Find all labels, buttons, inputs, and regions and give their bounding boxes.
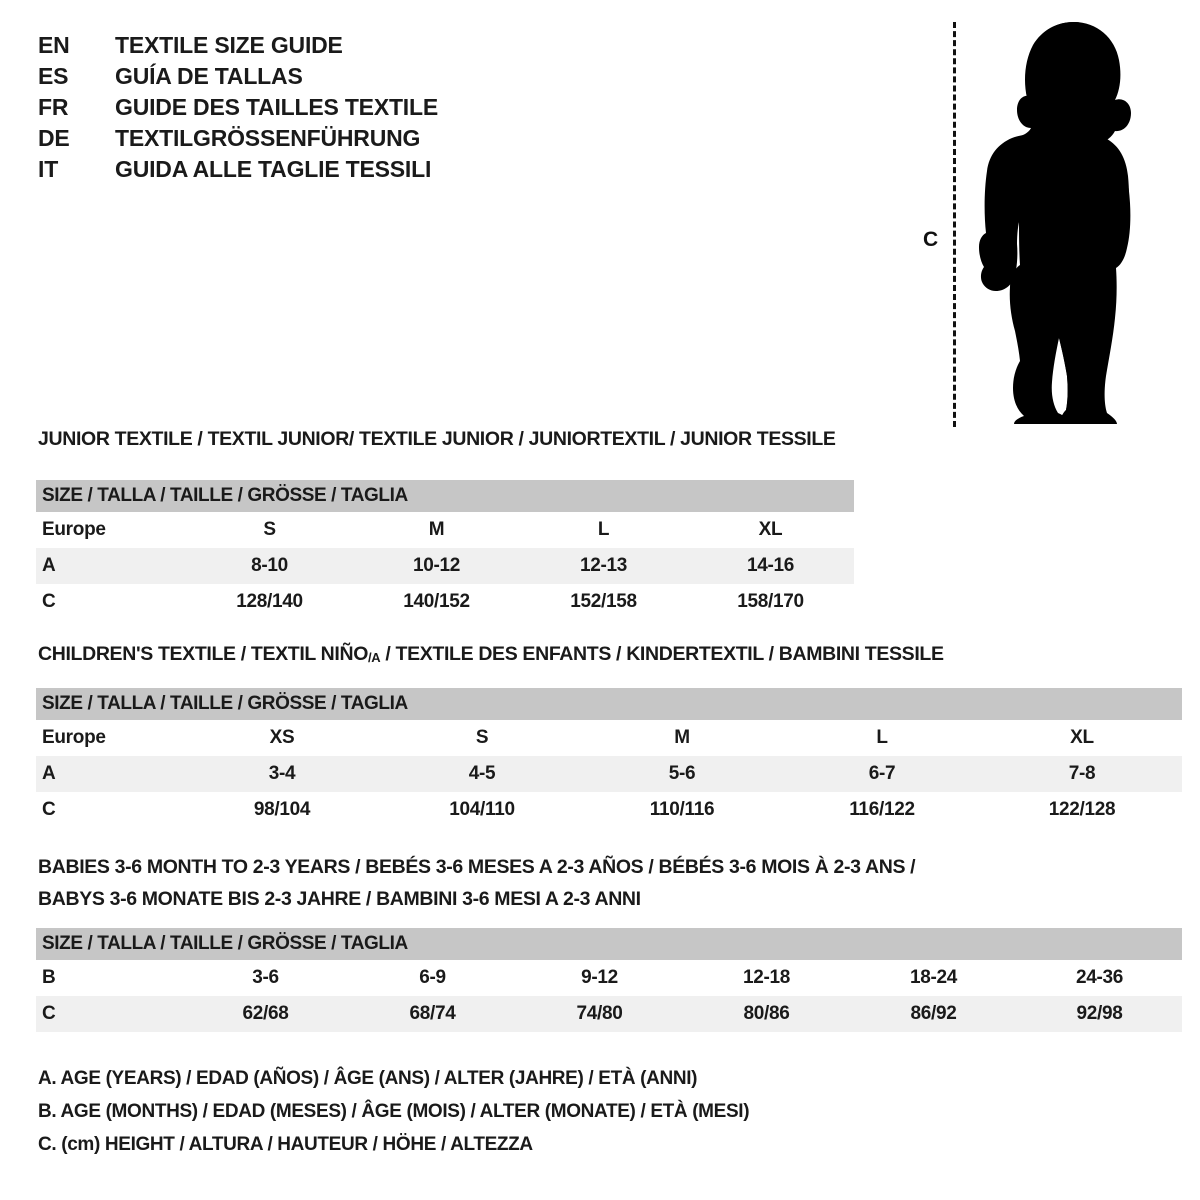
table-cell: 86/92: [850, 996, 1017, 1032]
table-row: C 62/68 68/74 74/80 80/86 86/92 92/98: [36, 996, 1183, 1032]
title-lang-code: EN: [38, 32, 70, 58]
table-cell: L: [520, 512, 687, 548]
table-cell: S: [382, 720, 582, 756]
table-cell: 104/110: [382, 792, 582, 828]
table-cell: 4-5: [382, 756, 582, 792]
table-cell: 9-12: [516, 960, 683, 996]
table-cell: 12-18: [683, 960, 850, 996]
child-silhouette-icon: [979, 22, 1131, 424]
title-text: TEXTILE SIZE GUIDE: [115, 32, 343, 58]
table-cell: 68/74: [349, 996, 516, 1032]
table-cell: XL: [687, 512, 855, 548]
table-row: Europe S M L XL: [36, 512, 855, 548]
table-row: Europe XS S M L XL: [36, 720, 1182, 756]
babies-size-table: SIZE / TALLA / TAILLE / GRÖSSE / TAGLIA …: [36, 928, 1183, 1032]
table-cell: 122/128: [982, 792, 1182, 828]
table-cell: 14-16: [687, 548, 855, 584]
junior-size-table: SIZE / TALLA / TAILLE / GRÖSSE / TAGLIA …: [36, 480, 855, 620]
legend-line-a: A. AGE (YEARS) / EDAD (AÑOS) / ÂGE (ANS)…: [38, 1068, 698, 1089]
table-cell: 6-9: [349, 960, 516, 996]
heading-part-1: CHILDREN'S TEXTILE / TEXTIL NIÑO: [38, 643, 369, 665]
title-lang-code: FR: [38, 94, 69, 120]
table-cell: 6-7: [782, 756, 982, 792]
table-row: B 3-6 6-9 9-12 12-18 18-24 24-36: [36, 960, 1183, 996]
table-cell: M: [353, 512, 520, 548]
heading-part-2: / TEXTILE DES ENFANTS / KINDERTEXTIL / B…: [380, 643, 944, 665]
row-label: Europe: [36, 512, 186, 548]
table-cell: L: [782, 720, 982, 756]
height-figure: C: [905, 12, 1190, 427]
title-text: TEXTILGRÖSSENFÜHRUNG: [115, 125, 421, 151]
table-cell: 62/68: [182, 996, 349, 1032]
section-heading-junior: JUNIOR TEXTILE / TEXTIL JUNIOR/ TEXTILE …: [38, 428, 836, 450]
row-label: C: [36, 584, 186, 620]
table-cell: 110/116: [582, 792, 782, 828]
height-dimension-line: [953, 22, 956, 427]
title-row-fr: FR GUIDE DES TAILLES TEXTILE: [38, 94, 598, 125]
table-cell: 8-10: [186, 548, 353, 584]
title-row-es: ES GUÍA DE TALLAS: [38, 63, 598, 94]
table-cell: 3-6: [182, 960, 349, 996]
legend-block: A. AGE (YEARS) / EDAD (AÑOS) / ÂGE (ANS)…: [38, 1068, 750, 1167]
title-row-it: IT GUIDA ALLE TAGLIE TESSILI: [38, 156, 598, 187]
table-cell: 24-36: [1017, 960, 1183, 996]
table-row: C 98/104 104/110 110/116 116/122 122/128: [36, 792, 1182, 828]
title-lang-code: DE: [38, 125, 70, 151]
title-text: GUIDA ALLE TAGLIE TESSILI: [115, 156, 432, 182]
table-row: C 128/140 140/152 152/158 158/170: [36, 584, 855, 620]
title-row-de: DE TEXTILGRÖSSENFÜHRUNG: [38, 125, 598, 156]
title-block: EN TEXTILE SIZE GUIDE ES GUÍA DE TALLAS …: [38, 32, 598, 187]
table-header-row: SIZE / TALLA / TAILLE / GRÖSSE / TAGLIA: [36, 928, 1183, 960]
title-lang-code: IT: [38, 156, 59, 182]
section-heading-children: CHILDREN'S TEXTILE / TEXTIL NIÑO/A / TEX…: [38, 643, 944, 666]
legend-line-b: B. AGE (MONTHS) / EDAD (MESES) / ÂGE (MO…: [38, 1101, 750, 1122]
table-cell: 12-13: [520, 548, 687, 584]
table-cell: XS: [182, 720, 382, 756]
table-cell: 3-4: [182, 756, 382, 792]
table-cell: 10-12: [353, 548, 520, 584]
row-label: C: [36, 792, 182, 828]
table-cell: 74/80: [516, 996, 683, 1032]
table-cell: 116/122: [782, 792, 982, 828]
heading-subscript: /A: [368, 650, 381, 665]
row-label: A: [36, 756, 182, 792]
table-header-row: SIZE / TALLA / TAILLE / GRÖSSE / TAGLIA: [36, 688, 1182, 720]
legend-line-c: C. (cm) HEIGHT / ALTURA / HAUTEUR / HÖHE…: [38, 1134, 533, 1155]
table-cell: 140/152: [353, 584, 520, 620]
table-cell: S: [186, 512, 353, 548]
table-header-label: SIZE / TALLA / TAILLE / GRÖSSE / TAGLIA: [36, 480, 855, 512]
table-cell: 5-6: [582, 756, 782, 792]
row-label: A: [36, 548, 186, 584]
table-row: A 8-10 10-12 12-13 14-16: [36, 548, 855, 584]
row-label: C: [36, 996, 182, 1032]
table-cell: 152/158: [520, 584, 687, 620]
section-heading-babies-line1: BABIES 3-6 MONTH TO 2-3 YEARS / BEBÉS 3-…: [38, 856, 916, 878]
table-cell: 7-8: [982, 756, 1182, 792]
table-cell: 92/98: [1017, 996, 1183, 1032]
section-heading-babies-line2: BABYS 3-6 MONATE BIS 2-3 JAHRE / BAMBINI…: [38, 888, 641, 910]
table-cell: 80/86: [683, 996, 850, 1032]
table-cell: 128/140: [186, 584, 353, 620]
children-size-table: SIZE / TALLA / TAILLE / GRÖSSE / TAGLIA …: [36, 688, 1182, 828]
title-row-en: EN TEXTILE SIZE GUIDE: [38, 32, 598, 63]
table-cell: 158/170: [687, 584, 855, 620]
title-text: GUIDE DES TAILLES TEXTILE: [115, 94, 438, 120]
title-text: GUÍA DE TALLAS: [115, 63, 303, 89]
row-label: Europe: [36, 720, 182, 756]
table-cell: 18-24: [850, 960, 1017, 996]
table-header-row: SIZE / TALLA / TAILLE / GRÖSSE / TAGLIA: [36, 480, 855, 512]
table-row: A 3-4 4-5 5-6 6-7 7-8: [36, 756, 1182, 792]
table-cell: M: [582, 720, 782, 756]
table-cell: 98/104: [182, 792, 382, 828]
table-cell: XL: [982, 720, 1182, 756]
table-header-label: SIZE / TALLA / TAILLE / GRÖSSE / TAGLIA: [36, 928, 1183, 960]
height-dimension-label: C: [923, 228, 939, 251]
table-header-label: SIZE / TALLA / TAILLE / GRÖSSE / TAGLIA: [36, 688, 1182, 720]
title-lang-code: ES: [38, 63, 69, 89]
row-label: B: [36, 960, 182, 996]
